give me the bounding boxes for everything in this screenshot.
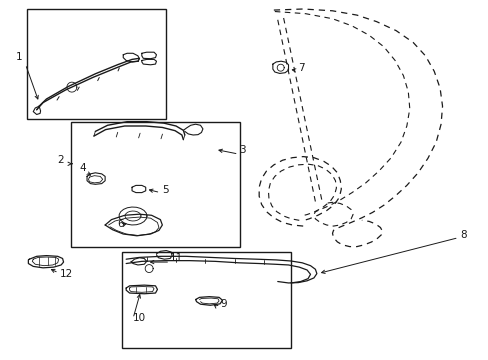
Text: 1: 1 bbox=[16, 52, 22, 62]
Text: 2: 2 bbox=[58, 155, 64, 165]
Bar bbox=[27, 9, 166, 119]
Text: 11: 11 bbox=[170, 253, 183, 263]
Text: 6: 6 bbox=[117, 219, 124, 229]
Text: 8: 8 bbox=[460, 230, 467, 240]
Text: 10: 10 bbox=[133, 312, 146, 323]
Bar bbox=[71, 122, 239, 247]
Text: 3: 3 bbox=[239, 145, 246, 156]
Bar bbox=[122, 252, 290, 348]
Text: 12: 12 bbox=[60, 269, 73, 279]
Text: 7: 7 bbox=[298, 63, 305, 73]
Text: 9: 9 bbox=[220, 299, 226, 309]
Text: 4: 4 bbox=[79, 163, 86, 174]
Text: 5: 5 bbox=[162, 185, 169, 195]
